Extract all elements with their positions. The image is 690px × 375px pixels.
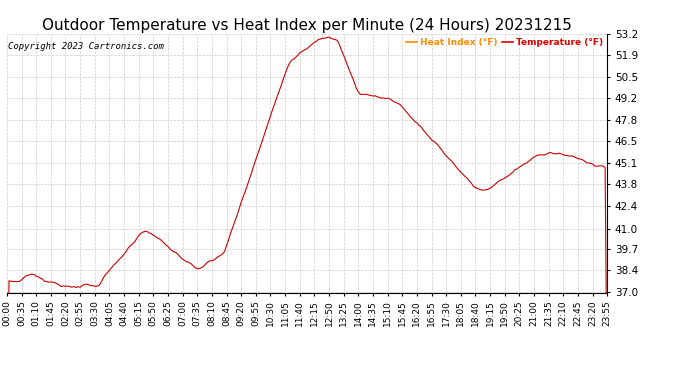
Text: Copyright 2023 Cartronics.com: Copyright 2023 Cartronics.com bbox=[8, 42, 164, 51]
Title: Outdoor Temperature vs Heat Index per Minute (24 Hours) 20231215: Outdoor Temperature vs Heat Index per Mi… bbox=[42, 18, 572, 33]
Legend: Heat Index (°F), Temperature (°F): Heat Index (°F), Temperature (°F) bbox=[406, 38, 602, 47]
